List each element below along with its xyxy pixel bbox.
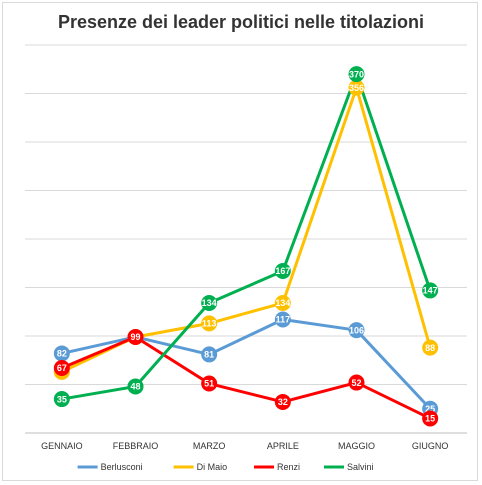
x-tick-label: GIUGNO bbox=[412, 441, 449, 451]
data-point-renzi bbox=[53, 360, 70, 377]
series-line-renzi bbox=[60, 335, 432, 420]
data-label-di-maio: 356 bbox=[349, 83, 364, 93]
x-tick-label: MARZO bbox=[193, 441, 226, 451]
data-label-renzi: 99 bbox=[130, 332, 140, 342]
legend-label: Berlusconi bbox=[101, 462, 143, 472]
legend: Berlusconi Di Maio Renzi Salvini bbox=[77, 462, 374, 472]
legend-item-berlusconi: Berlusconi bbox=[77, 462, 143, 472]
chart-title: Presenze dei leader politici nelle titol… bbox=[58, 12, 424, 32]
data-label-salvini: 147 bbox=[423, 286, 438, 296]
data-point-renzi bbox=[127, 328, 144, 345]
data-label-renzi: 52 bbox=[351, 378, 361, 388]
series-markers: 8299811171062563991131343568867995132521… bbox=[53, 66, 439, 427]
legend-item-salvini: Salvini bbox=[324, 462, 374, 472]
data-point-di-maio bbox=[348, 79, 365, 96]
data-point-salvini bbox=[274, 263, 291, 280]
data-label-di-maio: 113 bbox=[202, 319, 217, 329]
data-point-renzi bbox=[274, 393, 291, 410]
series-group: 8299811171062563991131343568867995132521… bbox=[53, 66, 439, 427]
data-label-di-maio: 134 bbox=[275, 298, 290, 308]
x-tick-label: MAGGIO bbox=[338, 441, 375, 451]
data-point-salvini bbox=[127, 378, 144, 395]
data-label-salvini: 48 bbox=[130, 382, 140, 392]
data-label-renzi: 67 bbox=[57, 363, 67, 373]
series-lines bbox=[60, 72, 432, 420]
data-label-salvini: 167 bbox=[275, 266, 290, 276]
data-point-di-maio bbox=[274, 295, 291, 312]
series-line-salvini bbox=[60, 72, 432, 401]
gridlines bbox=[25, 44, 467, 434]
legend-item-renzi: Renzi bbox=[254, 462, 300, 472]
legend-item-di-maio: Di Maio bbox=[173, 462, 228, 472]
data-label-renzi: 32 bbox=[278, 397, 288, 407]
data-point-salvini bbox=[422, 282, 439, 299]
x-tick-label: APRILE bbox=[267, 441, 299, 451]
data-label-renzi: 51 bbox=[204, 379, 214, 389]
data-point-salvini bbox=[53, 391, 70, 408]
data-point-berlusconi bbox=[53, 345, 70, 362]
data-point-di-maio bbox=[422, 339, 439, 356]
data-label-berlusconi: 81 bbox=[204, 350, 214, 360]
x-tick-label: GENNAIO bbox=[41, 441, 83, 451]
legend-label: Salvini bbox=[347, 462, 374, 472]
series-line-berlusconi bbox=[60, 318, 432, 411]
data-point-di-maio bbox=[201, 315, 218, 332]
data-label-berlusconi: 106 bbox=[349, 325, 364, 335]
data-point-salvini bbox=[201, 295, 218, 312]
data-label-di-maio: 88 bbox=[425, 343, 435, 353]
data-label-salvini: 370 bbox=[349, 69, 364, 79]
data-label-berlusconi: 25 bbox=[425, 404, 435, 414]
data-label-salvini: 134 bbox=[202, 298, 217, 308]
x-axis-ticks: GENNAIO FEBBRAIO MARZO APRILE MAGGIO GIUGNO bbox=[41, 441, 448, 451]
data-label-salvini: 35 bbox=[57, 394, 67, 404]
data-point-renzi bbox=[348, 374, 365, 391]
data-label-renzi: 15 bbox=[425, 414, 435, 424]
data-label-berlusconi: 117 bbox=[276, 315, 291, 325]
x-tick-label: FEBBRAIO bbox=[113, 441, 159, 451]
data-point-renzi bbox=[422, 410, 439, 427]
data-point-salvini bbox=[348, 66, 365, 83]
legend-label: Di Maio bbox=[197, 462, 228, 472]
legend-label: Renzi bbox=[277, 462, 300, 472]
data-label-berlusconi: 82 bbox=[57, 349, 67, 359]
data-point-berlusconi bbox=[201, 346, 218, 363]
data-point-berlusconi bbox=[348, 322, 365, 339]
data-point-renzi bbox=[201, 375, 218, 392]
data-point-berlusconi bbox=[274, 311, 291, 328]
